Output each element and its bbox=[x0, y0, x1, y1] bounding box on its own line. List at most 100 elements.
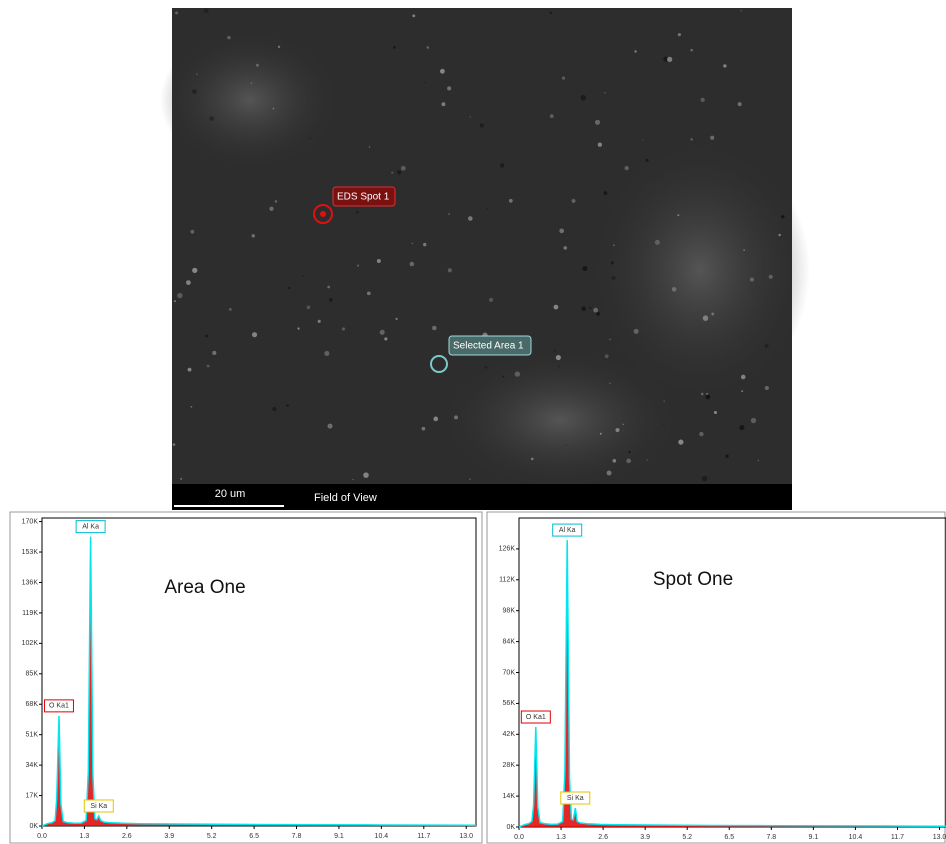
y-tick-label: 85K bbox=[26, 671, 39, 678]
speck bbox=[251, 82, 252, 83]
speck bbox=[690, 49, 693, 52]
speck bbox=[607, 471, 612, 476]
peak-label: O Ka1 bbox=[526, 714, 546, 721]
speck bbox=[740, 10, 742, 12]
x-tick-label: 5.2 bbox=[682, 834, 692, 841]
y-tick-label: 68K bbox=[26, 701, 39, 708]
speck bbox=[448, 213, 449, 214]
speck bbox=[227, 36, 230, 39]
y-tick-label: 102K bbox=[22, 640, 39, 647]
speck bbox=[307, 306, 311, 310]
speck bbox=[613, 244, 614, 245]
x-tick-label: 10.4 bbox=[375, 833, 389, 840]
speck bbox=[725, 455, 728, 458]
speck bbox=[440, 69, 445, 74]
speck bbox=[256, 64, 259, 67]
speck bbox=[556, 355, 561, 360]
chart-panel bbox=[10, 512, 482, 843]
speck bbox=[447, 86, 451, 90]
y-tick-label: 14K bbox=[503, 793, 516, 800]
speck bbox=[582, 306, 586, 310]
speck bbox=[324, 351, 329, 356]
area-label: Selected Area 1 bbox=[453, 341, 524, 352]
y-tick-label: 17K bbox=[26, 792, 39, 799]
speck bbox=[468, 216, 473, 221]
y-tick-label: 42K bbox=[503, 731, 516, 738]
speck bbox=[593, 308, 598, 313]
speck bbox=[380, 330, 385, 335]
speck bbox=[559, 228, 564, 233]
y-tick-label: 98K bbox=[503, 608, 516, 615]
speck bbox=[509, 199, 513, 203]
speck bbox=[563, 246, 567, 250]
speck bbox=[595, 120, 600, 125]
speck bbox=[297, 327, 299, 329]
speck bbox=[288, 287, 290, 289]
speck bbox=[175, 11, 178, 14]
speck bbox=[634, 329, 639, 334]
speck bbox=[605, 354, 609, 358]
peak-label: Al Ka bbox=[559, 527, 576, 534]
speck bbox=[191, 406, 193, 408]
figure: EDS Spot 1 Selected Area 1 20 um Field o… bbox=[0, 0, 946, 844]
x-tick-label: 6.5 bbox=[724, 834, 734, 841]
speck bbox=[554, 350, 556, 352]
speck bbox=[703, 315, 708, 320]
y-tick-label: 70K bbox=[503, 669, 516, 676]
speck bbox=[678, 439, 683, 444]
speck bbox=[356, 211, 358, 213]
x-tick-label: 1.3 bbox=[80, 833, 90, 840]
speck bbox=[369, 146, 371, 148]
speck bbox=[642, 139, 643, 140]
speck bbox=[706, 393, 708, 395]
speck bbox=[186, 280, 191, 285]
speck bbox=[672, 287, 677, 292]
x-tick-label: 11.7 bbox=[891, 834, 904, 841]
sem-texture bbox=[160, 30, 340, 170]
y-tick-label: 136K bbox=[22, 579, 39, 586]
x-tick-label: 3.9 bbox=[164, 833, 174, 840]
caption: Field of View bbox=[314, 492, 377, 504]
speck bbox=[778, 234, 780, 236]
speck bbox=[700, 98, 704, 102]
speck bbox=[701, 393, 704, 396]
speck bbox=[647, 459, 649, 461]
speck bbox=[582, 266, 587, 271]
y-tick-label: 56K bbox=[503, 700, 516, 707]
speck bbox=[433, 417, 438, 422]
speck bbox=[566, 445, 567, 446]
speck bbox=[272, 407, 276, 411]
speck bbox=[180, 478, 182, 480]
speck bbox=[623, 424, 624, 425]
y-tick-label: 126K bbox=[499, 546, 516, 553]
speck bbox=[209, 116, 214, 121]
speck bbox=[710, 136, 714, 140]
speck bbox=[741, 390, 743, 392]
speck bbox=[603, 191, 607, 195]
speck bbox=[558, 366, 559, 367]
speck bbox=[646, 159, 649, 162]
x-tick-label: 2.6 bbox=[598, 834, 608, 841]
x-tick-label: 3.9 bbox=[640, 834, 650, 841]
speck bbox=[739, 425, 744, 430]
speck bbox=[424, 82, 426, 84]
x-tick-label: 5.2 bbox=[207, 833, 217, 840]
speck bbox=[410, 262, 415, 267]
chart-panel bbox=[487, 512, 945, 843]
speck bbox=[192, 89, 197, 94]
speck bbox=[432, 326, 437, 331]
chart-title: Area One bbox=[164, 577, 245, 598]
speck bbox=[500, 163, 505, 168]
x-tick-label: 13.0 bbox=[933, 834, 946, 841]
speck bbox=[177, 293, 182, 298]
x-tick-label: 6.5 bbox=[249, 833, 259, 840]
speck bbox=[562, 76, 565, 79]
speck bbox=[781, 215, 784, 218]
speck bbox=[598, 143, 602, 147]
speck bbox=[758, 460, 759, 461]
y-tick-label: 170K bbox=[22, 518, 39, 525]
speck bbox=[469, 478, 471, 480]
peak-label: Si Ka bbox=[90, 803, 107, 810]
speck bbox=[391, 172, 393, 174]
speck bbox=[714, 411, 717, 414]
